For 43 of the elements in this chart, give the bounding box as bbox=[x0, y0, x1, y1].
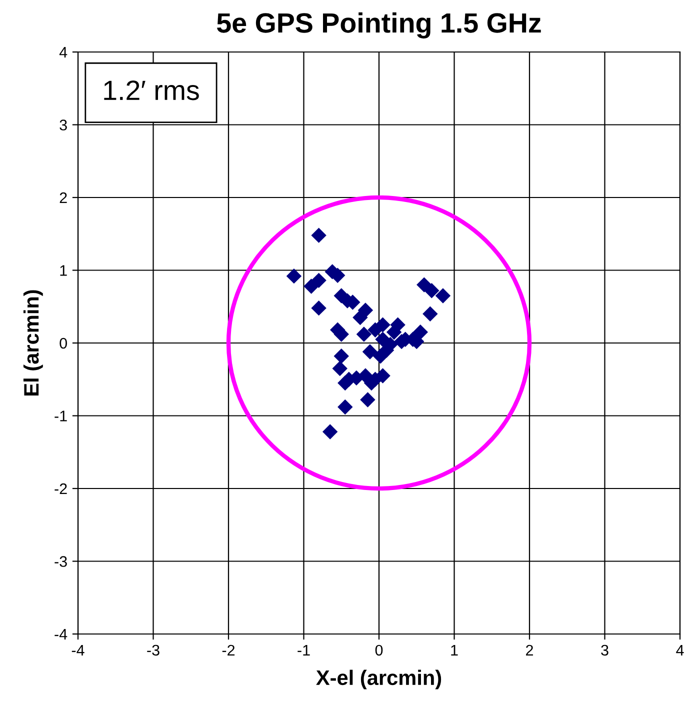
point bbox=[334, 348, 349, 364]
y-tick-label: -3 bbox=[54, 556, 67, 567]
point bbox=[412, 324, 428, 340]
point bbox=[311, 228, 326, 243]
point bbox=[372, 348, 388, 364]
point bbox=[338, 399, 353, 415]
point bbox=[424, 283, 440, 298]
point bbox=[358, 302, 374, 318]
x-tick-label: -3 bbox=[147, 644, 160, 656]
y-tick-label: 2 bbox=[60, 192, 67, 204]
point bbox=[422, 306, 438, 322]
y-tick-label: -4 bbox=[54, 629, 68, 640]
y-tick-label: -1 bbox=[54, 410, 67, 422]
x-tick-label: 3 bbox=[601, 644, 608, 656]
point bbox=[356, 326, 372, 342]
y-tick-label: 0 bbox=[60, 338, 67, 349]
x-tick-label: 1 bbox=[451, 644, 458, 656]
point bbox=[332, 360, 348, 376]
point bbox=[390, 317, 406, 332]
y-axis-title: El (arcmin) bbox=[23, 290, 43, 396]
point bbox=[375, 368, 390, 384]
point bbox=[375, 332, 390, 347]
chart-title: 5e GPS Pointing 1.5 GHz bbox=[217, 12, 541, 38]
x-axis-title: X-el (arcmin) bbox=[316, 670, 442, 690]
point bbox=[311, 272, 326, 288]
annotation: 1.2′ rms bbox=[104, 80, 199, 100]
point bbox=[435, 288, 451, 304]
x-tick-label: -2 bbox=[222, 644, 235, 656]
point bbox=[286, 268, 302, 284]
point bbox=[375, 317, 390, 332]
x-tick-label: -1 bbox=[298, 644, 310, 656]
point bbox=[311, 300, 326, 316]
x-tick-label: -4 bbox=[72, 644, 84, 656]
y-tick-label: 3 bbox=[60, 120, 67, 130]
x-tick-label: 4 bbox=[676, 644, 684, 656]
point bbox=[360, 392, 376, 408]
y-tick-label: 4 bbox=[59, 47, 68, 58]
x-tick-label: 2 bbox=[526, 644, 533, 656]
point bbox=[362, 344, 378, 360]
y-tick-label: -2 bbox=[54, 483, 67, 494]
point bbox=[322, 424, 338, 440]
x-tick-label: 0 bbox=[375, 644, 383, 656]
y-tick-label: 1 bbox=[60, 265, 67, 276]
